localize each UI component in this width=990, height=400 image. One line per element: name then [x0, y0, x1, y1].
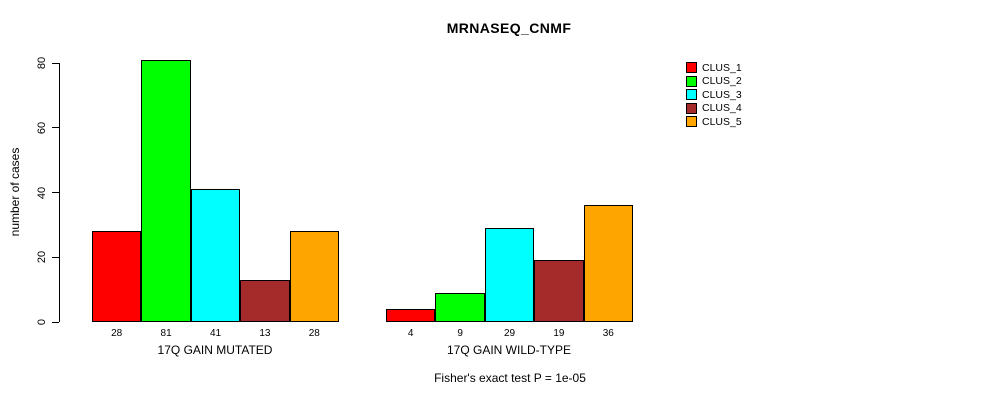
legend-item-clus_3: CLUS_3 — [686, 88, 742, 102]
bar-value-label: 19 — [553, 328, 565, 339]
bar-clus_4-group2 — [534, 260, 584, 322]
bar-value-label: 9 — [457, 328, 463, 339]
y-tick-mark — [52, 192, 59, 193]
y-axis-line — [59, 63, 60, 322]
y-tick-mark — [52, 321, 59, 323]
legend-label: CLUS_2 — [702, 75, 742, 88]
bar-value-label: 28 — [308, 328, 320, 339]
group-label-mutated: 17Q GAIN MUTATED — [157, 343, 273, 357]
y-tick-label: 60 — [36, 121, 48, 134]
legend-label: CLUS_4 — [702, 102, 742, 115]
y-tick-mark — [52, 256, 59, 258]
legend-swatch — [686, 102, 697, 114]
bar-clus_1-group2 — [386, 309, 436, 322]
bar-clus_5-group1 — [289, 231, 339, 322]
legend-item-clus_2: CLUS_2 — [686, 75, 742, 89]
legend-label: CLUS_1 — [702, 61, 742, 74]
bar-value-label: 4 — [407, 328, 414, 339]
bar-clus_5-group2 — [583, 205, 633, 322]
legend: CLUS_1 CLUS_2 CLUS_3 CLUS_4 CLUS_5 — [686, 61, 742, 129]
y-tick-label: 0 — [36, 318, 48, 326]
bar-clus_3-group2 — [484, 228, 535, 322]
bar-value-label: 28 — [111, 328, 123, 339]
y-tick-label: 20 — [36, 251, 48, 264]
y-tick-label: 80 — [36, 56, 48, 70]
legend-item-clus_1: CLUS_1 — [686, 61, 742, 75]
legend-label: CLUS_5 — [702, 115, 742, 128]
legend-item-clus_4: CLUS_4 — [686, 102, 742, 116]
legend-item-clus_5: CLUS_5 — [686, 115, 742, 129]
bar-clus_2-group2 — [435, 292, 485, 322]
group-label-wildtype: 17Q GAIN WILD-TYPE — [446, 343, 572, 357]
y-tick-mark — [52, 127, 59, 129]
bar-value-label: 29 — [503, 328, 516, 339]
bar-value-label: 13 — [259, 328, 271, 339]
legend-swatch — [686, 116, 697, 128]
footnote-pvalue: Fisher's exact test P = 1e-05 — [434, 371, 586, 385]
bar-value-label: 81 — [160, 328, 172, 339]
chart-title: MRNASEQ_CNMF — [446, 20, 572, 36]
legend-swatch — [686, 75, 697, 87]
bar-clus_4-group1 — [240, 279, 290, 322]
legend-swatch — [686, 62, 697, 74]
bar-clus_1-group1 — [92, 231, 142, 322]
legend-label: CLUS_3 — [702, 88, 742, 101]
bar-value-label: 41 — [209, 328, 222, 339]
y-axis-label: number of cases — [8, 147, 22, 237]
bar-value-label: 36 — [602, 328, 614, 339]
bar-clus_2-group1 — [141, 59, 191, 322]
y-tick-mark — [52, 62, 59, 64]
legend-swatch — [686, 89, 697, 101]
y-tick-label: 40 — [36, 186, 48, 199]
bar-clus_3-group1 — [190, 189, 241, 322]
